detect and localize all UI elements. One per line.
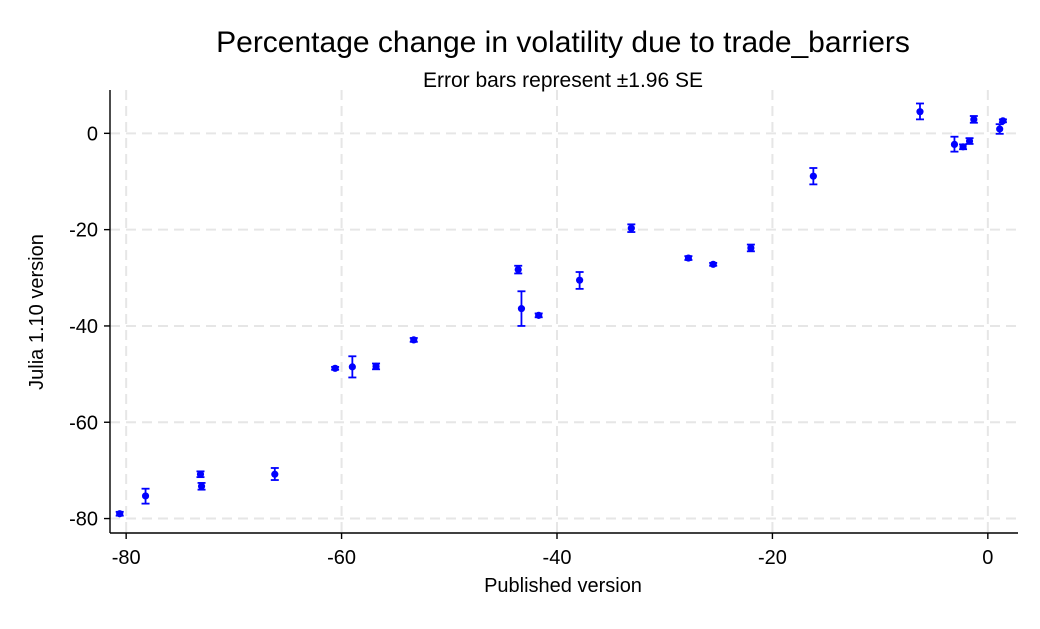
point-marker xyxy=(959,143,967,151)
x-tick-label: -60 xyxy=(327,547,356,569)
point-marker xyxy=(996,125,1004,133)
y-tick-label: -80 xyxy=(69,509,98,531)
data-point xyxy=(627,223,636,233)
x-tick-label: -20 xyxy=(758,547,787,569)
point-marker xyxy=(576,276,584,284)
data-point xyxy=(995,123,1004,135)
data-point xyxy=(746,243,755,253)
data-point xyxy=(709,260,718,268)
data-point xyxy=(197,482,206,491)
data-point xyxy=(270,467,279,481)
data-point xyxy=(372,362,381,371)
chart-title: Percentage change in volatility due to t… xyxy=(216,26,910,59)
data-point xyxy=(514,264,523,275)
gridlines xyxy=(110,90,1018,533)
data-point xyxy=(141,487,150,505)
y-axis-label: Julia 1.10 version xyxy=(26,234,48,390)
data-point xyxy=(115,510,124,518)
x-axis-label: Published version xyxy=(484,575,642,597)
x-tick-label: 0 xyxy=(982,547,993,569)
point-marker xyxy=(970,115,978,123)
point-marker xyxy=(331,364,339,372)
point-marker xyxy=(709,260,717,268)
y-tick-label: -20 xyxy=(69,220,98,242)
data-point xyxy=(575,271,584,290)
chart-subtitle: Error bars represent ±1.96 SE xyxy=(423,69,703,92)
point-marker xyxy=(348,363,356,371)
y-tick-label: 0 xyxy=(87,123,98,145)
point-marker xyxy=(999,117,1007,125)
point-marker xyxy=(271,470,279,478)
point-marker xyxy=(514,266,522,274)
point-marker xyxy=(809,172,817,180)
point-marker xyxy=(535,311,543,319)
data-point xyxy=(517,290,526,327)
data-point xyxy=(331,364,340,372)
point-marker xyxy=(196,470,205,478)
x-tick-label: -80 xyxy=(112,547,141,569)
point-marker xyxy=(684,254,693,262)
x-tick-label: -40 xyxy=(543,547,572,569)
point-marker xyxy=(747,244,755,252)
y-tick-label: -60 xyxy=(69,412,98,434)
point-marker xyxy=(410,336,418,344)
point-marker xyxy=(141,492,150,500)
data-point xyxy=(950,135,959,153)
point-marker xyxy=(517,305,526,313)
point-marker xyxy=(916,108,924,116)
data-point xyxy=(915,102,924,121)
point-marker xyxy=(197,482,206,490)
point-marker xyxy=(627,224,635,232)
point-marker xyxy=(372,362,380,370)
data-point xyxy=(965,137,974,145)
data-points xyxy=(115,102,1007,518)
data-point xyxy=(348,355,357,379)
axes: -80 -60 -40 -20 0 -80 -60 -40 -20 0 xyxy=(69,90,1018,569)
point-marker xyxy=(116,510,124,518)
data-point xyxy=(969,115,978,124)
data-point xyxy=(684,254,693,262)
point-marker xyxy=(965,137,974,145)
data-point xyxy=(409,336,418,344)
point-marker xyxy=(950,140,959,149)
data-point xyxy=(534,311,543,319)
y-tick-label: -40 xyxy=(69,316,98,338)
data-point xyxy=(809,167,818,186)
data-point xyxy=(998,117,1007,125)
data-point xyxy=(196,470,205,479)
